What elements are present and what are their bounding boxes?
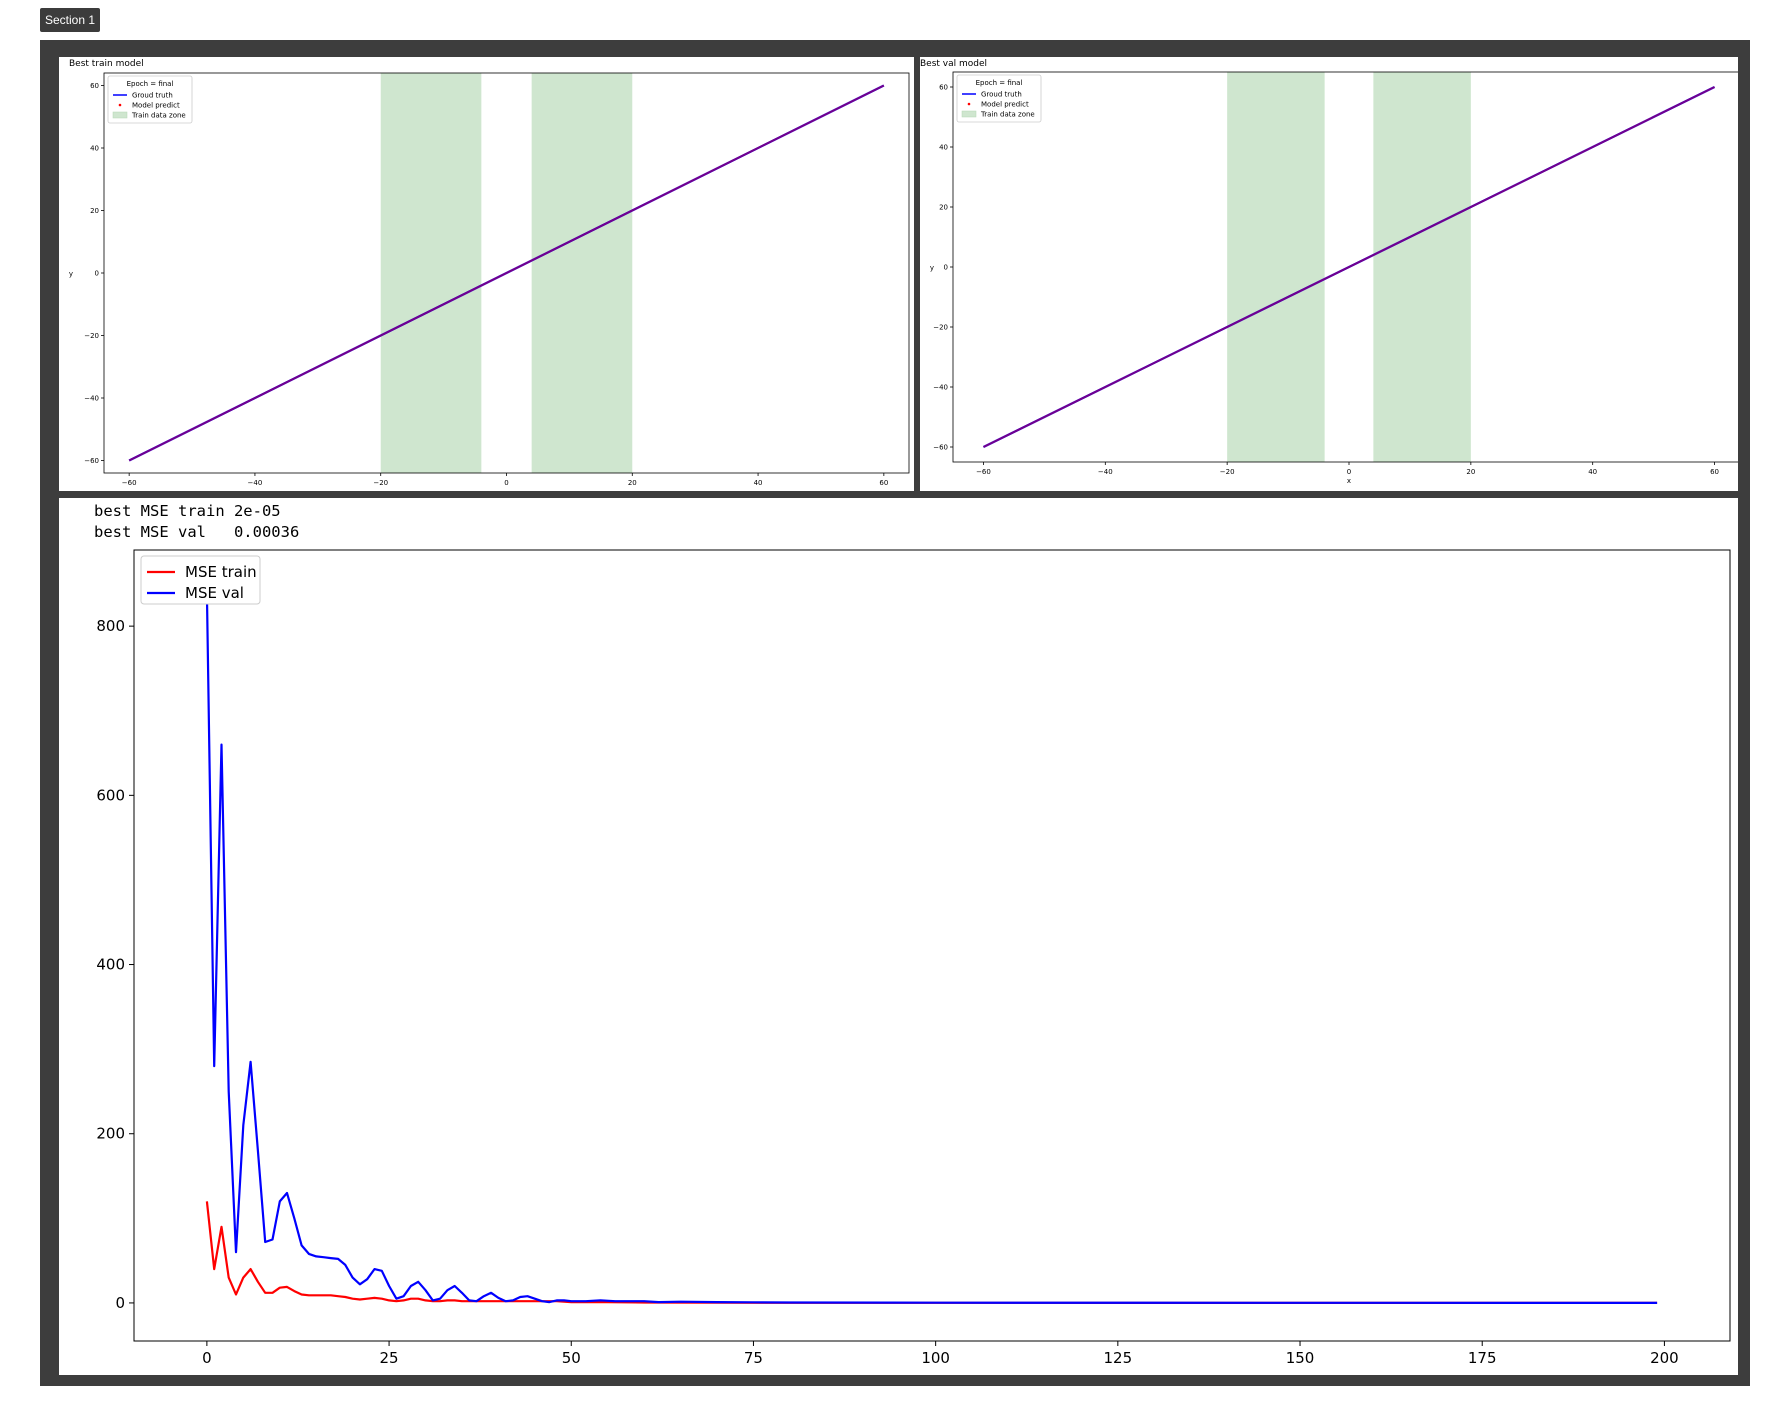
x-tick-label: 0: [202, 1349, 212, 1367]
x-tick-label: 20: [1466, 468, 1475, 476]
y-tick-label: −40: [933, 384, 948, 392]
model-predict-points: [983, 86, 1715, 448]
y-tick-label: 200: [96, 1125, 125, 1143]
mse-val-line: [205, 592, 1658, 1305]
x-tick-label: 0: [504, 479, 508, 487]
train-zone-2: [1373, 72, 1471, 462]
y-tick-label: −20: [84, 332, 99, 340]
train-zone-1: [1227, 72, 1325, 462]
legend-mse-val-label: MSE val: [185, 584, 244, 602]
section-label: Section 1: [40, 8, 101, 32]
legend-train-zone-swatch: [961, 110, 977, 118]
legend-train-zone-swatch: [112, 111, 128, 119]
legend-mse-train-label: MSE train: [185, 563, 257, 581]
x-tick-label: 125: [1104, 1349, 1133, 1367]
x-tick-label: 25: [380, 1349, 399, 1367]
x-tick-label: 0: [1347, 468, 1351, 476]
best-mse-train-text: best MSE train 2e-05: [94, 502, 281, 520]
mse-panel: best MSE train 2e-05 best MSE val 0.0003…: [59, 498, 1738, 1375]
x-tick-label: 150: [1286, 1349, 1315, 1367]
legend-title: Epoch = final: [127, 80, 174, 88]
y-tick-label: 600: [96, 786, 125, 804]
legend-title: Epoch = final: [976, 79, 1023, 87]
mse-history-chart: 0 25 50 75 100 125 150 175 200 0 200 400 600 800 MSE t…: [96, 549, 1731, 1367]
best-val-panel: Best val model −60 −40 −20 0 20 40 60 −60 −40 −20 0…: [920, 57, 1738, 491]
x-tick-label: 40: [1588, 468, 1597, 476]
best-train-chart: Best train model −60 −40 −20 0 20 40 60 −60 −40 −2…: [69, 59, 910, 487]
x-tick-label: 20: [628, 479, 637, 487]
model-predict-points: [128, 84, 885, 462]
y-tick-label: −40: [84, 395, 99, 403]
legend-box: [107, 75, 193, 124]
legend: MSE train MSE val: [140, 555, 261, 605]
y-tick-label: −60: [933, 444, 948, 452]
legend-ground-truth-label: Groud truth: [981, 91, 1022, 99]
y-tick-label: 20: [939, 204, 948, 212]
y-tick-label: 20: [90, 207, 99, 215]
train-zone-1: [380, 73, 482, 473]
x-tick-label: −20: [373, 479, 388, 487]
x-tick-label: −40: [248, 479, 263, 487]
chart-title: Best val model: [920, 59, 987, 69]
x-tick-label: 40: [754, 479, 763, 487]
x-tick-label: 60: [879, 479, 888, 487]
y-tick-label: 60: [90, 82, 99, 90]
y-tick-label: 40: [939, 144, 948, 152]
y-tick-label: 40: [90, 145, 99, 153]
y-axis-label: y: [930, 264, 934, 272]
legend: Epoch = final Groud truth Model predict Tra…: [107, 75, 193, 124]
x-tick-label: −60: [122, 479, 137, 487]
legend-model-predict-label: Model predict: [981, 101, 1029, 109]
legend-ground-truth-label: Groud truth: [132, 92, 173, 100]
y-axis-label: y: [69, 270, 73, 278]
legend-model-predict-swatch: [118, 103, 122, 107]
chart-title: Best train model: [69, 59, 144, 69]
legend-box: [956, 74, 1042, 123]
train-zone-2: [531, 73, 633, 473]
x-tick-label: 60: [1710, 468, 1719, 476]
best-mse-val-text: best MSE val 0.00036: [94, 523, 300, 541]
y-tick-label: 0: [115, 1294, 125, 1312]
y-tick-label: 0: [944, 264, 948, 272]
legend-model-predict-label: Model predict: [132, 102, 180, 110]
y-tick-label: 400: [96, 956, 125, 974]
x-axis-label: x: [1347, 477, 1351, 485]
y-tick-label: 60: [939, 84, 948, 92]
x-tick-label: 75: [744, 1349, 763, 1367]
legend-train-zone-label: Train data zone: [131, 112, 186, 120]
x-tick-label: 200: [1650, 1349, 1679, 1367]
y-tick-label: 800: [96, 617, 125, 635]
x-tick-label: 100: [921, 1349, 950, 1367]
best-val-chart: Best val model −60 −40 −20 0 20 40 60 −60 −40 −20 0…: [920, 59, 1738, 485]
legend-model-predict-swatch: [967, 102, 971, 106]
x-tick-label: −40: [1098, 468, 1113, 476]
best-train-panel: Best train model −60 −40 −20 0 20 40 60 −60 −40 −2…: [59, 57, 914, 491]
x-tick-label: 50: [562, 1349, 581, 1367]
x-tick-label: −20: [1220, 468, 1235, 476]
y-tick-label: 0: [95, 270, 99, 278]
axes-frame: [133, 549, 1731, 1342]
legend: Epoch = final Groud truth Model predict Tra…: [956, 74, 1042, 123]
y-tick-label: −20: [933, 324, 948, 332]
legend-train-zone-label: Train data zone: [980, 111, 1035, 119]
y-tick-label: −60: [84, 457, 99, 465]
x-tick-label: 175: [1468, 1349, 1497, 1367]
x-tick-label: −60: [976, 468, 991, 476]
